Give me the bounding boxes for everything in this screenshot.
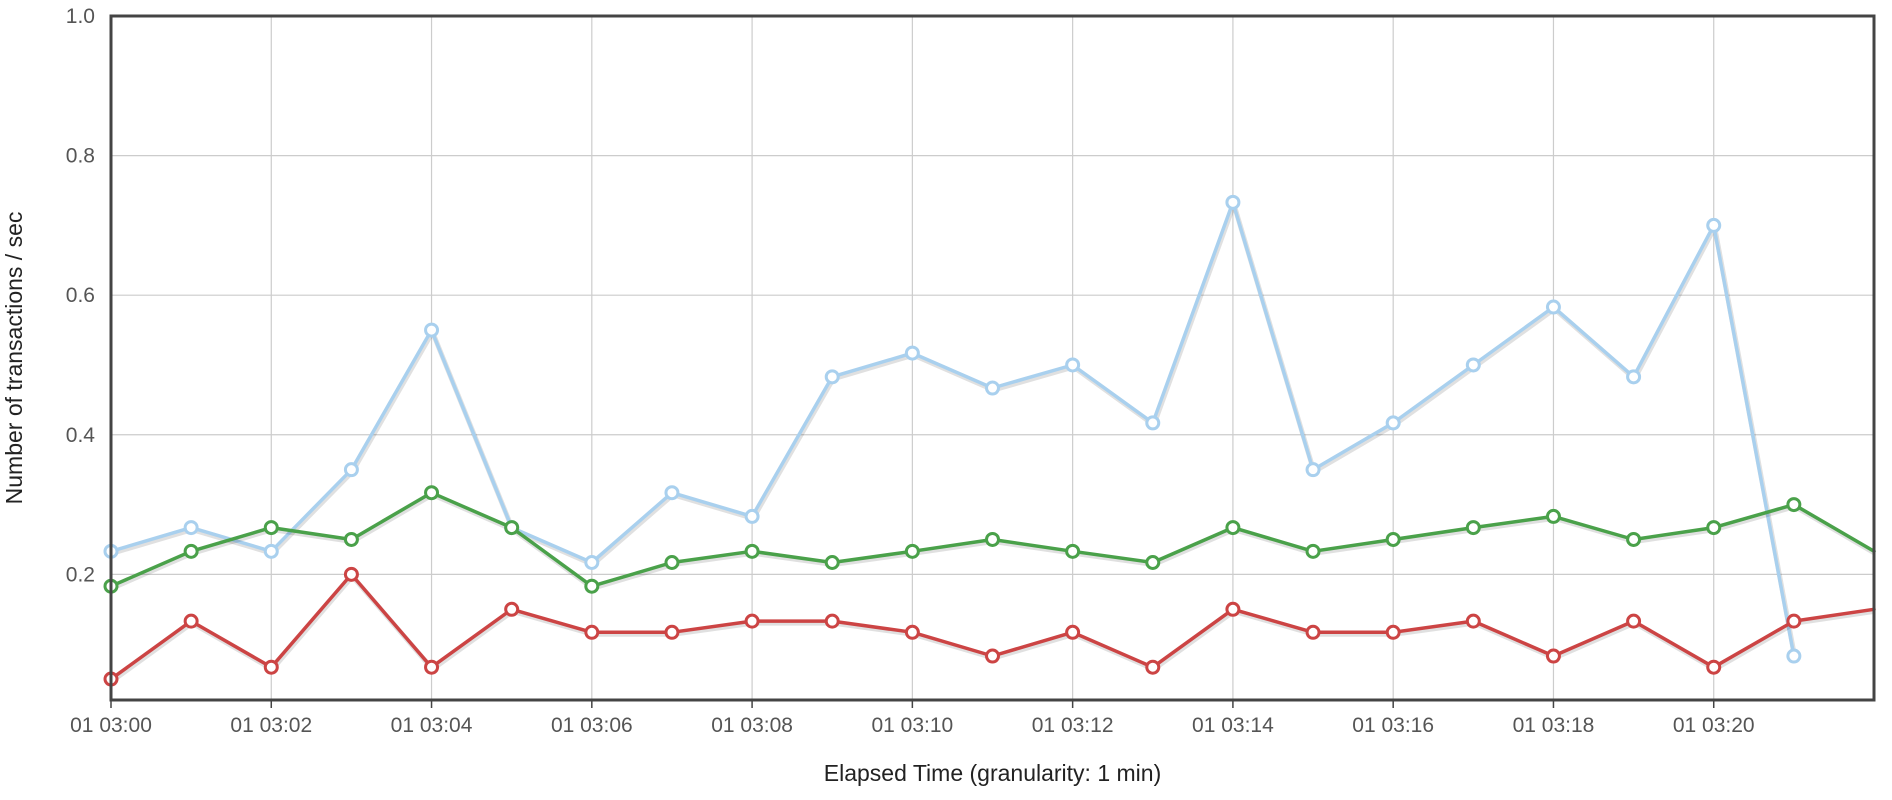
data-point bbox=[824, 369, 840, 385]
data-point bbox=[343, 462, 359, 478]
data-point bbox=[1145, 659, 1161, 675]
series-2 bbox=[103, 485, 1877, 594]
x-axis-ticks: 01 03:00 01 03:02 01 03:04 01 03:06 01 03:08… bbox=[70, 700, 1755, 737]
data-point bbox=[343, 566, 359, 582]
data-point bbox=[1145, 555, 1161, 571]
data-point bbox=[1706, 520, 1722, 536]
data-point bbox=[1225, 194, 1241, 210]
data-point bbox=[1786, 497, 1802, 513]
data-point bbox=[904, 345, 920, 361]
data-point bbox=[424, 659, 440, 675]
x-tick-label: 01 03:00 bbox=[70, 714, 152, 737]
data-point bbox=[1626, 369, 1642, 385]
data-point bbox=[664, 485, 680, 501]
data-point bbox=[985, 380, 1000, 396]
data-point bbox=[1305, 543, 1321, 559]
data-point bbox=[504, 601, 520, 617]
x-axis-title: Elapsed Time (granularity: 1 min) bbox=[824, 760, 1161, 786]
data-point bbox=[1065, 543, 1081, 559]
data-point bbox=[744, 613, 760, 629]
y-axis-ticks: 0.2 0.4 0.6 0.8 1.0 bbox=[66, 5, 96, 586]
series-lines bbox=[103, 194, 1877, 687]
data-point bbox=[824, 613, 840, 629]
data-point bbox=[1385, 415, 1401, 431]
data-point bbox=[1545, 648, 1561, 664]
data-point bbox=[664, 624, 680, 640]
data-point bbox=[584, 555, 600, 571]
data-point bbox=[824, 555, 840, 571]
data-point bbox=[1786, 648, 1802, 664]
data-point bbox=[1465, 520, 1481, 536]
y-tick-label: 0.4 bbox=[66, 424, 96, 447]
plot-frame bbox=[109, 14, 1876, 702]
data-point bbox=[183, 613, 199, 629]
x-tick-label: 01 03:08 bbox=[711, 714, 793, 737]
data-point bbox=[424, 322, 440, 338]
data-point bbox=[1305, 462, 1321, 478]
x-tick-label: 01 03:16 bbox=[1352, 714, 1434, 737]
data-point bbox=[584, 578, 600, 594]
data-point bbox=[904, 543, 920, 559]
x-tick-label: 01 03:18 bbox=[1513, 714, 1595, 737]
data-point bbox=[1145, 415, 1161, 431]
data-point bbox=[1786, 613, 1802, 629]
data-point bbox=[1065, 357, 1081, 373]
data-point bbox=[584, 624, 600, 640]
data-point bbox=[985, 648, 1000, 664]
data-point bbox=[1305, 624, 1321, 640]
data-point bbox=[904, 624, 920, 640]
series-1 bbox=[103, 194, 1802, 664]
data-point bbox=[1065, 624, 1081, 640]
data-point bbox=[1385, 624, 1401, 640]
x-tick-label: 01 03:20 bbox=[1673, 714, 1755, 737]
series-line bbox=[109, 200, 1796, 658]
data-point bbox=[183, 520, 199, 536]
x-tick-label: 01 03:02 bbox=[230, 714, 312, 737]
data-point bbox=[744, 543, 760, 559]
y-tick-label: 0.2 bbox=[66, 563, 95, 586]
data-point bbox=[263, 543, 279, 559]
data-point bbox=[744, 508, 760, 524]
data-point bbox=[1225, 601, 1241, 617]
data-point bbox=[1545, 508, 1561, 524]
series-3 bbox=[103, 566, 1876, 687]
data-point bbox=[1225, 520, 1241, 536]
data-point bbox=[1545, 299, 1561, 315]
data-point bbox=[1626, 531, 1642, 547]
x-tick-label: 01 03:04 bbox=[391, 714, 473, 737]
data-point bbox=[1465, 613, 1481, 629]
data-point bbox=[985, 531, 1000, 547]
x-tick-label: 01 03:14 bbox=[1192, 714, 1274, 737]
series-line-shadow bbox=[110, 573, 1876, 684]
data-point bbox=[263, 659, 279, 675]
data-point bbox=[1706, 659, 1722, 675]
y-axis-title: Number of transactions / sec bbox=[1, 212, 27, 505]
y-tick-label: 1.0 bbox=[66, 5, 95, 28]
data-point bbox=[664, 555, 680, 571]
data-point bbox=[263, 520, 279, 536]
data-point bbox=[424, 485, 440, 501]
data-point bbox=[504, 520, 520, 536]
data-point bbox=[1626, 613, 1642, 629]
data-point bbox=[183, 543, 199, 559]
x-tick-label: 01 03:06 bbox=[551, 714, 633, 737]
y-tick-label: 0.8 bbox=[66, 145, 95, 168]
x-tick-label: 01 03:10 bbox=[871, 714, 953, 737]
data-point bbox=[1706, 217, 1722, 233]
data-point bbox=[343, 531, 359, 547]
x-tick-label: 01 03:12 bbox=[1032, 714, 1114, 737]
data-point bbox=[1385, 531, 1401, 547]
y-tick-label: 0.6 bbox=[66, 284, 95, 307]
data-point bbox=[1465, 357, 1481, 373]
